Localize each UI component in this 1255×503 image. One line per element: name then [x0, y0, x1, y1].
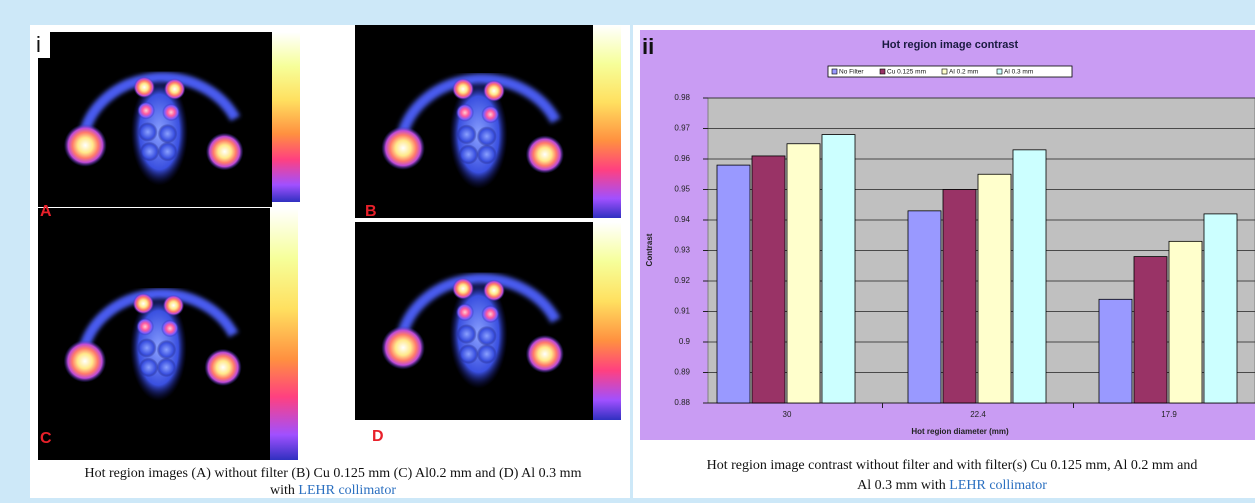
bar	[752, 156, 785, 403]
y-tick-label: 0.94	[674, 215, 690, 224]
y-tick-label: 0.93	[674, 246, 690, 255]
warm-spot	[161, 320, 179, 338]
bar	[1204, 214, 1237, 403]
y-tick-label: 0.96	[674, 154, 690, 163]
caption-line: Hot region images (A) without filter (B)…	[85, 466, 582, 481]
panel-label: ii	[642, 34, 654, 59]
cool-spot	[139, 358, 158, 377]
cool-spot	[157, 340, 176, 359]
bar	[1099, 299, 1132, 403]
hot-spot	[133, 293, 154, 314]
warm-spot	[137, 102, 155, 120]
warm-spot	[162, 103, 180, 121]
image-label: C	[40, 430, 52, 447]
y-tick-label: 0.89	[674, 368, 690, 377]
y-axis-label: Contrast	[645, 233, 654, 266]
bar	[717, 165, 750, 403]
y-tick-label: 0.95	[674, 185, 690, 194]
colorbar	[272, 32, 300, 202]
hot-spot	[206, 133, 244, 171]
chart-title: Hot region image contrast	[882, 39, 1019, 51]
hot-spot	[204, 349, 241, 386]
bar	[1169, 241, 1202, 403]
caption-line: Al 0.3 mm with LEHR collimator	[857, 478, 1047, 493]
cool-spot	[459, 344, 479, 364]
colorbar	[593, 222, 621, 420]
y-tick-label: 0.91	[674, 307, 690, 316]
cool-spot	[158, 142, 178, 162]
colorbar	[593, 25, 621, 218]
caption-line: with LEHR collimator	[270, 483, 396, 498]
x-tick-label: 17.9	[1161, 410, 1177, 419]
warm-spot	[456, 303, 474, 321]
bar	[822, 135, 855, 403]
bar	[978, 174, 1011, 403]
warm-spot	[481, 105, 499, 123]
legend-label: No Filter	[839, 69, 864, 76]
warm-spot	[481, 305, 499, 323]
hot-spot	[381, 326, 425, 370]
warm-spot	[456, 104, 474, 122]
cool-spot	[158, 124, 178, 144]
colorbar	[270, 208, 298, 460]
bar	[908, 211, 941, 403]
caption-text: Al 0.3 mm with	[857, 478, 946, 493]
legend-swatch	[942, 69, 947, 74]
hot-spot	[526, 335, 564, 373]
caption-link[interactable]: LEHR collimator	[949, 478, 1047, 493]
legend-label: Cu 0.125 mm	[887, 69, 926, 76]
bar	[943, 190, 976, 404]
hot-spot	[134, 77, 155, 98]
panel-label-bg	[32, 32, 50, 58]
hot-spot	[526, 135, 564, 173]
cool-spot	[140, 142, 160, 162]
caption-text: with	[270, 483, 295, 498]
cool-spot	[477, 326, 497, 346]
y-tick-label: 0.97	[674, 124, 690, 133]
image-label: B	[365, 203, 377, 220]
x-tick-label: 22.4	[970, 410, 986, 419]
panel-label: i	[36, 32, 41, 57]
screenshot: Hot region image contrast 0.88 0.89 0.9 0.91…	[0, 0, 1255, 498]
hot-spot	[381, 126, 425, 170]
x-tick-label: 30	[783, 410, 792, 419]
bar	[1013, 150, 1046, 403]
caption-line: Hot region image contrast without filter…	[707, 458, 1198, 473]
cool-spot	[477, 344, 497, 364]
hot-spot	[483, 280, 505, 302]
y-tick-label: 0.9	[679, 337, 691, 346]
cool-spot	[459, 144, 479, 164]
legend-swatch	[880, 69, 885, 74]
cool-spot	[157, 358, 176, 377]
hot-spot	[64, 340, 107, 383]
legend-label: Al 0.3 mm	[1004, 69, 1033, 76]
warm-spot	[136, 318, 154, 336]
y-tick-label: 0.98	[674, 93, 690, 102]
image-label: A	[40, 203, 52, 220]
cool-spot	[137, 338, 156, 357]
hot-spot	[164, 78, 185, 99]
y-tick-label: 0.92	[674, 276, 690, 285]
cool-spot	[457, 324, 477, 344]
y-tick-label: 0.88	[674, 398, 690, 407]
bar	[787, 144, 820, 403]
legend-label: Al 0.2 mm	[949, 69, 978, 76]
cool-spot	[457, 124, 477, 144]
page: Hot region image contrast 0.88 0.89 0.9 0.91…	[0, 0, 1255, 498]
hot-spot	[452, 278, 474, 300]
hot-spot	[452, 78, 474, 100]
cool-spot	[477, 144, 497, 164]
caption-link[interactable]: LEHR collimator	[298, 483, 396, 498]
cool-spot	[138, 122, 158, 142]
legend-swatch	[997, 69, 1002, 74]
legend-swatch	[832, 69, 837, 74]
hot-spot	[483, 80, 505, 102]
x-axis-label: Hot region diameter (mm)	[911, 427, 1009, 436]
hot-spot	[64, 124, 107, 167]
cool-spot	[477, 126, 497, 146]
image-label: D	[372, 428, 384, 445]
hot-spot	[163, 295, 184, 316]
bar	[1134, 257, 1167, 403]
